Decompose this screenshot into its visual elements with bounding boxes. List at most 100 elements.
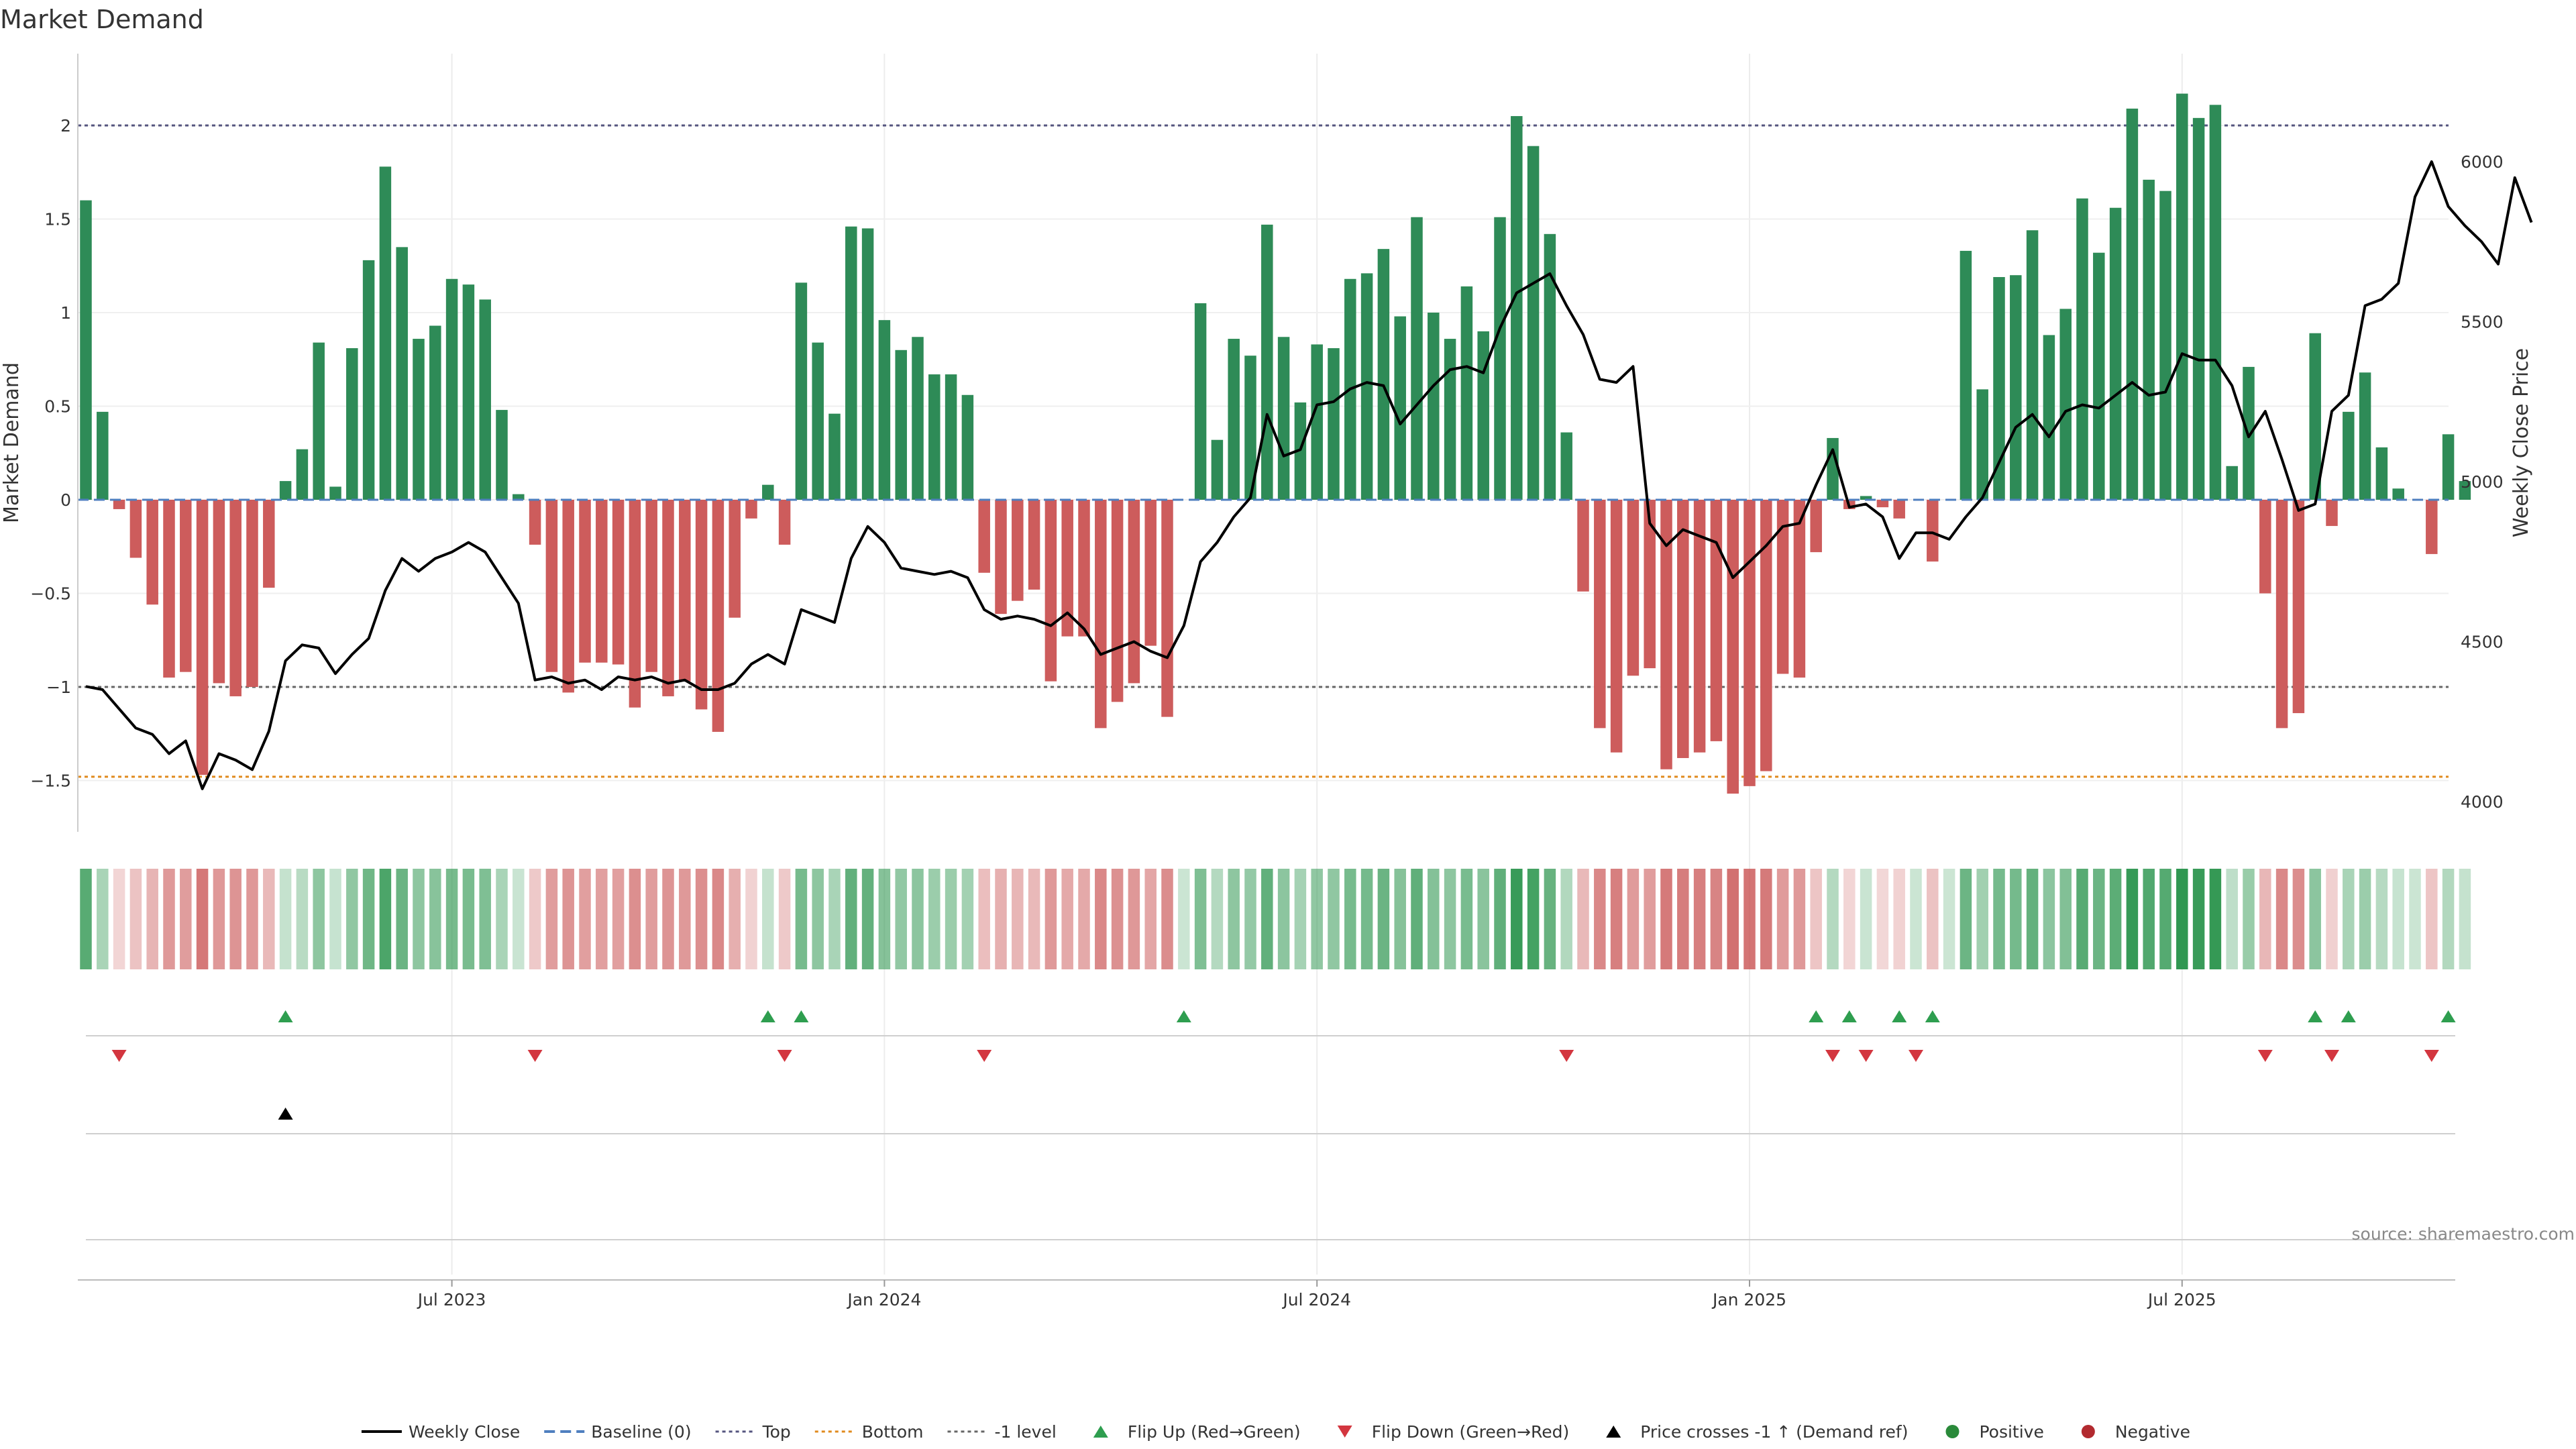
weekly-close-polyline xyxy=(85,160,2533,790)
strip-cell xyxy=(329,869,341,969)
demand-bar xyxy=(995,500,1007,614)
strip-cell xyxy=(445,869,458,969)
demand-bar xyxy=(1960,250,1972,500)
flip-up-marker xyxy=(1925,1010,1940,1022)
demand-bar xyxy=(2059,309,2072,500)
strip-cell xyxy=(113,869,125,969)
strip-cell xyxy=(2259,869,2271,969)
reference-lines xyxy=(78,124,2449,778)
demand-bar xyxy=(329,486,341,500)
strip-cell xyxy=(695,869,708,969)
flip-down-marker xyxy=(2424,1050,2439,1062)
strip-cell xyxy=(1677,869,1689,969)
demand-bar xyxy=(1444,339,1456,500)
demand-bar xyxy=(396,247,408,500)
demand-bar xyxy=(1377,249,1390,500)
strip-cell xyxy=(1776,869,1789,969)
demand-bar xyxy=(1677,500,1689,759)
demand-bar xyxy=(1993,276,2005,500)
y2-axis-label: Weekly Close Price xyxy=(2510,348,2533,537)
y-tick-label: 2 xyxy=(60,116,71,136)
demand-bar xyxy=(479,299,491,500)
demand-bar xyxy=(263,500,275,588)
demand-bar xyxy=(1610,500,1623,753)
strip-cell xyxy=(645,869,657,969)
strip-cell xyxy=(961,869,974,969)
x-tick-label: Jul 2025 xyxy=(2147,1290,2216,1309)
demand-bar xyxy=(1460,286,1473,500)
strip-cell xyxy=(1261,869,1273,969)
strip-cell xyxy=(845,869,857,969)
strip-cell xyxy=(279,869,292,969)
legend-item: Flip Down (Green→Red) xyxy=(1337,1422,1569,1442)
strip-cell xyxy=(1544,869,1556,969)
strip-cell xyxy=(246,869,258,969)
strip-cell xyxy=(1428,869,1440,969)
legend-label: Bottom xyxy=(862,1422,924,1442)
demand-bar xyxy=(662,500,674,696)
strip-cell xyxy=(579,869,591,969)
legend-item: Positive xyxy=(1945,1422,2044,1442)
demand-bar xyxy=(1743,500,1756,786)
demand-bar xyxy=(1477,331,1489,500)
strip-cell xyxy=(1194,869,1207,969)
strip-cell xyxy=(1078,869,1090,969)
demand-bar xyxy=(2192,117,2205,500)
strip-cell xyxy=(562,869,574,969)
strip-cell xyxy=(263,869,275,969)
flip-down-marker xyxy=(977,1050,992,1062)
flip-down-marker xyxy=(527,1050,543,1062)
strip-cell xyxy=(712,869,724,969)
strip-cell xyxy=(1328,869,1340,969)
demand-bar xyxy=(180,500,192,672)
y2-tick-label: 5000 xyxy=(2461,472,2504,492)
strip-cell xyxy=(1494,869,1506,969)
legend-swatch xyxy=(1606,1426,1621,1438)
legend-item: Top xyxy=(715,1422,791,1442)
demand-bar xyxy=(462,284,475,500)
demand-bars xyxy=(80,93,2471,794)
demand-bar xyxy=(1810,500,1822,553)
strip-cell xyxy=(662,869,674,969)
demand-bar xyxy=(812,342,824,500)
demand-bar xyxy=(2176,93,2188,500)
strip-cell xyxy=(1277,869,1290,969)
demand-bar xyxy=(1644,500,1656,669)
strip-cell xyxy=(861,869,874,969)
demand-bar xyxy=(129,500,142,558)
demand-bar xyxy=(895,350,907,500)
strip-cell xyxy=(213,869,225,969)
strip-cell xyxy=(229,869,241,969)
demand-bar xyxy=(2010,275,2022,500)
demand-bar xyxy=(2209,105,2222,500)
y-tick-label: −1 xyxy=(46,678,71,697)
legend-item: Bottom xyxy=(814,1422,924,1442)
demand-bar xyxy=(1544,233,1556,500)
demand-bar xyxy=(1527,146,1540,500)
demand-bar xyxy=(1793,500,1806,678)
y2-tick-label: 4500 xyxy=(2461,633,2504,652)
strip-cell xyxy=(1927,869,1939,969)
y-tick-label: 1 xyxy=(60,303,71,323)
strip-cell xyxy=(2043,869,2055,969)
strip-cell xyxy=(745,869,757,969)
demand-bar xyxy=(2442,434,2455,500)
strip-cell xyxy=(679,869,691,969)
demand-bar xyxy=(2392,488,2404,500)
strip-cell xyxy=(2026,869,2039,969)
demand-bar xyxy=(1876,500,1889,508)
demand-bar xyxy=(529,500,541,545)
demand-bar xyxy=(1577,500,1589,592)
strip-cell xyxy=(1594,869,1606,969)
flip-down-marker xyxy=(1559,1050,1574,1062)
y2-tick-label: 5500 xyxy=(2461,313,2504,332)
demand-bar xyxy=(1394,316,1406,500)
flip-up-marker xyxy=(760,1010,775,1022)
demand-bar xyxy=(379,166,392,500)
strip-cell xyxy=(2126,869,2139,969)
strip-cell xyxy=(1910,869,1922,969)
legend-item: Negative xyxy=(2081,1422,2190,1442)
flip-up-marker xyxy=(1809,1010,1824,1022)
demand-bar xyxy=(229,500,241,696)
demand-bar xyxy=(645,500,657,672)
